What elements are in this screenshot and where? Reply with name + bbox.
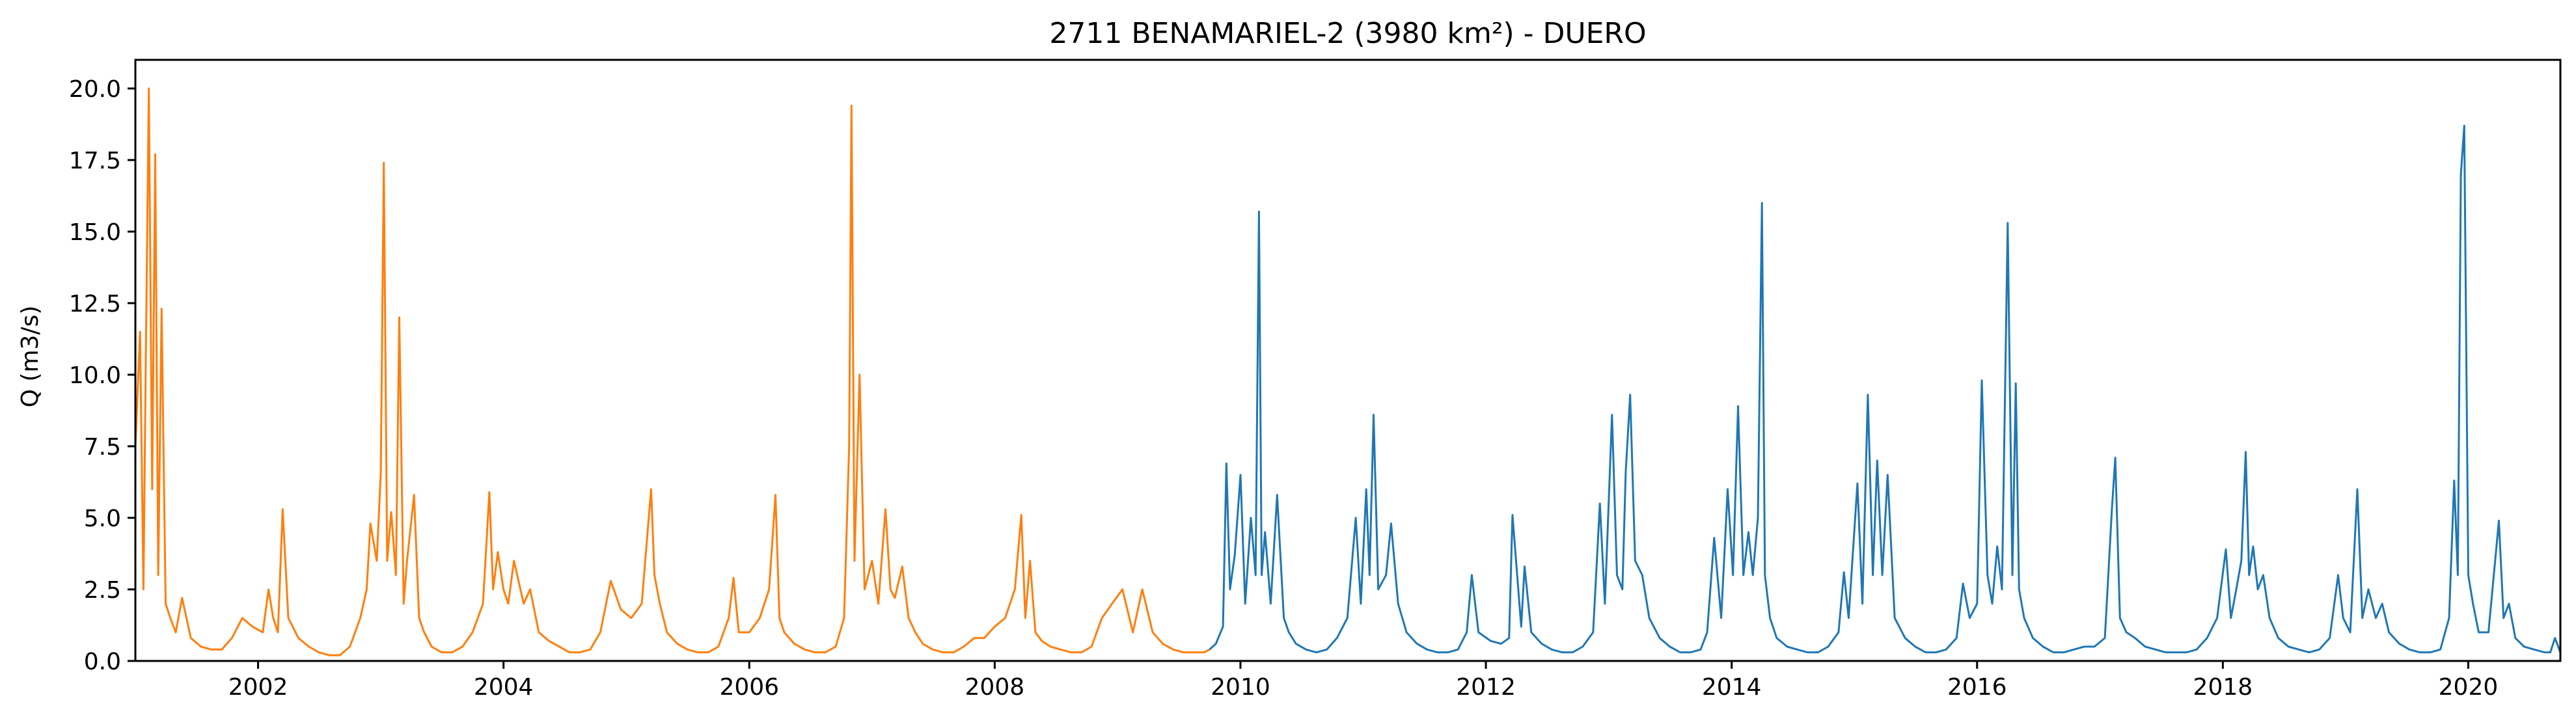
y-axis: 0.0 2.5 5.0 7.5 10.0 12.5 15.0 17.5 20.0 bbox=[69, 76, 135, 675]
y-tick-label: 2.5 bbox=[84, 577, 121, 604]
x-tick-label: 2014 bbox=[1702, 674, 1762, 701]
y-tick-label: 20.0 bbox=[69, 76, 121, 103]
series-line-2 bbox=[1209, 124, 2560, 654]
y-tick-label: 0.0 bbox=[84, 649, 121, 675]
y-axis-label: Q (m3/s) bbox=[17, 306, 44, 408]
y-tick-label: 7.5 bbox=[84, 434, 121, 461]
x-tick-label: 2006 bbox=[719, 674, 779, 701]
y-tick-label: 10.0 bbox=[69, 362, 121, 389]
y-tick-label: 15.0 bbox=[69, 219, 121, 246]
x-tick-label: 2016 bbox=[1947, 674, 2007, 701]
y-tick-label: 12.5 bbox=[69, 291, 121, 317]
x-tick-label: 2008 bbox=[965, 674, 1025, 701]
x-tick-label: 2020 bbox=[2439, 674, 2499, 701]
y-tick-label: 5.0 bbox=[84, 505, 121, 532]
x-tick-label: 2012 bbox=[1456, 674, 1516, 701]
plot-frame bbox=[134, 59, 2562, 662]
y-tick-label: 17.5 bbox=[69, 148, 121, 174]
x-tick-label: 2004 bbox=[474, 674, 534, 701]
x-tick-label: 2018 bbox=[2193, 674, 2253, 701]
plot-area bbox=[135, 87, 2560, 656]
series-line-1 bbox=[135, 87, 1211, 656]
x-tick-label: 2010 bbox=[1211, 674, 1270, 701]
x-tick-label: 2002 bbox=[228, 674, 288, 701]
x-axis: 2002 2004 2006 2008 2010 2012 2014 2016 2018 2020 bbox=[228, 661, 2499, 701]
chart-title: 2711 BENAMARIEL-2 (3980 km²) - DUERO bbox=[1049, 17, 1646, 50]
